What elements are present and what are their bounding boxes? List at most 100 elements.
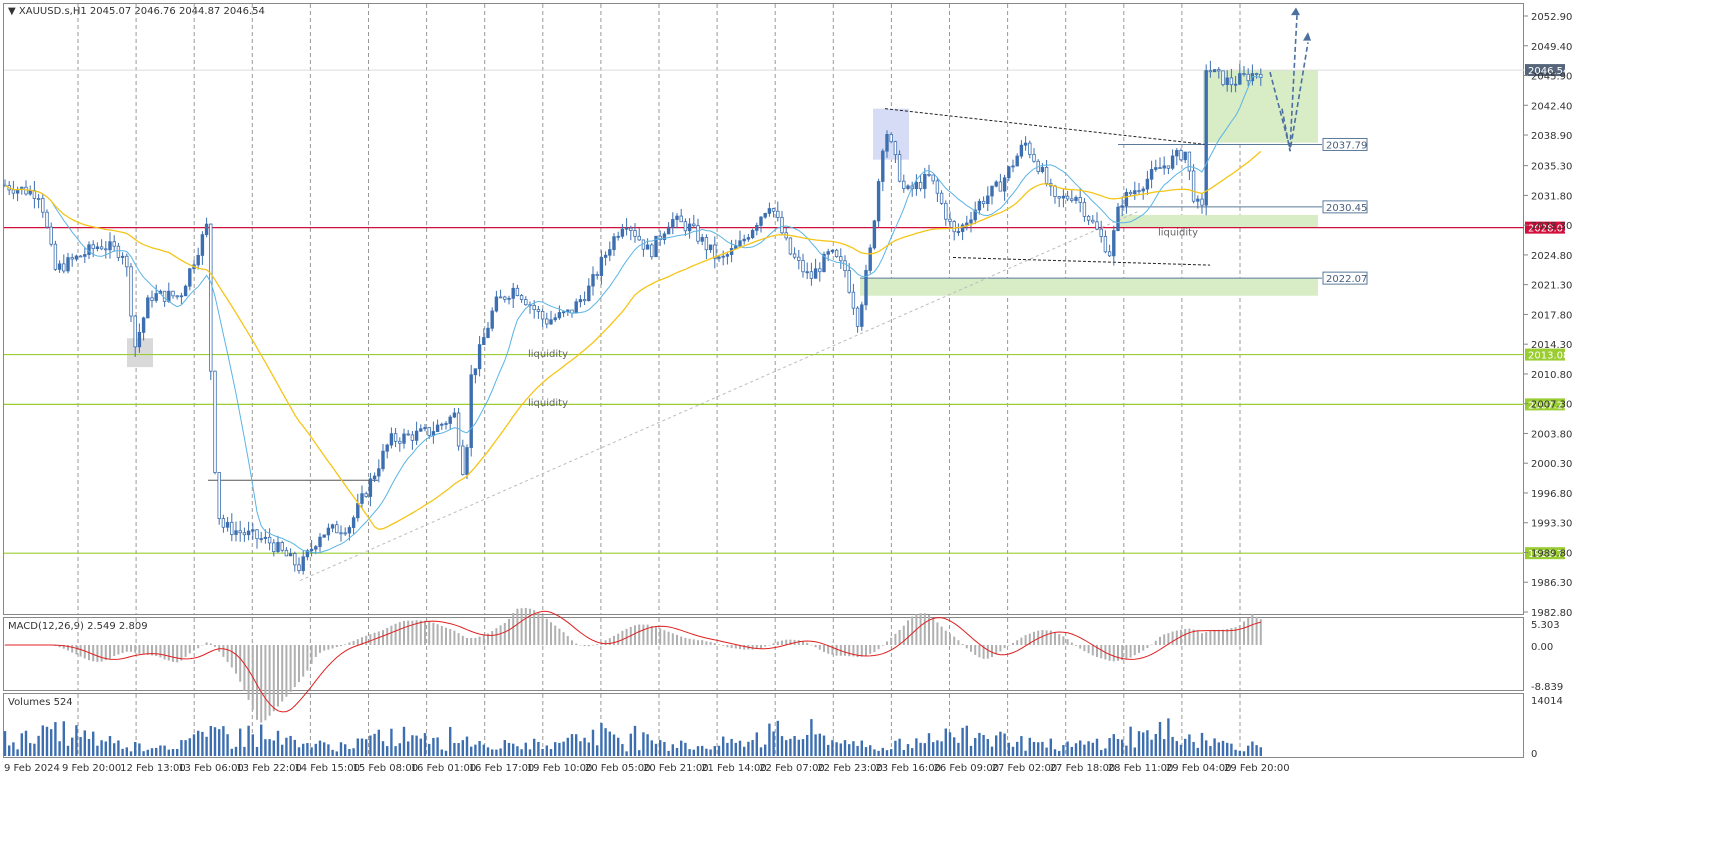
- macd-bar: [314, 645, 317, 657]
- macd-bar: [827, 645, 830, 654]
- collapse-triangle-icon[interactable]: ▼: [8, 6, 16, 17]
- volume-bar: [806, 734, 809, 756]
- macd-bar: [1108, 645, 1111, 661]
- volume-bar: [482, 744, 485, 756]
- candle-body: [1170, 155, 1175, 169]
- candle-body: [297, 564, 301, 571]
- candle-body: [87, 244, 91, 255]
- volume-bar: [444, 750, 448, 756]
- volume-bar: [1003, 733, 1006, 756]
- candle-body: [398, 440, 402, 444]
- volume-bar: [978, 732, 981, 756]
- candle-body: [990, 185, 994, 197]
- macd-bar: [608, 638, 611, 645]
- candle-body: [347, 527, 352, 534]
- candle-body: [410, 434, 415, 441]
- macd-bar: [466, 637, 468, 645]
- macd-bar: [965, 645, 968, 649]
- time-label: 16 Feb 17:00: [469, 763, 535, 774]
- macd-bar: [860, 645, 863, 657]
- volume-bar: [827, 744, 830, 756]
- volume-bar: [1049, 738, 1052, 756]
- candle-body: [599, 257, 604, 277]
- candle-body: [616, 235, 620, 238]
- macd-bar: [306, 645, 309, 671]
- candle-body: [175, 295, 179, 298]
- time-label: 15 Feb 08:00: [353, 763, 419, 774]
- macd-bar: [957, 640, 960, 645]
- volume-bar: [751, 739, 754, 756]
- volume-bar: [129, 751, 133, 756]
- candle-body: [897, 154, 902, 182]
- level-tag: [1525, 348, 1565, 361]
- volume-tick: 14014: [1531, 696, 1563, 707]
- price-tick-label: 2003.80: [1531, 429, 1572, 440]
- candle-body: [154, 293, 158, 301]
- volume-bar: [1217, 742, 1220, 756]
- candle-body: [179, 295, 184, 298]
- macd-bar: [163, 645, 166, 660]
- macd-bar: [986, 645, 989, 659]
- candle-body: [738, 240, 742, 247]
- macd-bar: [566, 636, 569, 645]
- volume-bar: [671, 744, 674, 756]
- volume-bar: [932, 742, 935, 756]
- volume-bar: [12, 742, 15, 756]
- macd-bar: [1222, 629, 1224, 645]
- macd-bar: [1033, 631, 1035, 645]
- volume-bar: [911, 748, 914, 756]
- candle-body: [1179, 150, 1183, 161]
- volume-bar: [881, 747, 884, 756]
- macd-bar: [995, 645, 998, 655]
- level-tag-label: 1989.72: [1528, 549, 1569, 560]
- candle-body: [574, 301, 578, 314]
- candle-body: [671, 219, 675, 228]
- candle-body: [666, 226, 671, 235]
- candle-body: [1007, 166, 1011, 179]
- macd-bar: [1117, 645, 1119, 661]
- macd-bar: [1024, 635, 1027, 645]
- volume-bar: [633, 725, 637, 756]
- candle-body: [200, 234, 205, 256]
- candle-body: [948, 218, 952, 222]
- macd-bar: [457, 633, 460, 645]
- macd-bar: [739, 645, 741, 650]
- candle-body: [1082, 201, 1087, 217]
- candle-body: [658, 235, 662, 240]
- forecast-arrow-1: [1269, 15, 1298, 149]
- macd-bar: [1083, 645, 1086, 652]
- trendline: [299, 210, 1141, 581]
- candle-body: [1065, 195, 1070, 200]
- macd-bar: [1041, 630, 1044, 645]
- volume-bar: [726, 742, 729, 756]
- price-tick-label: 2031.80: [1531, 191, 1572, 202]
- candle-body: [1238, 73, 1242, 85]
- volume-bar: [293, 739, 296, 756]
- volume-bar: [276, 730, 280, 756]
- macd-bar: [1247, 618, 1250, 645]
- volume-bar: [297, 747, 301, 756]
- macd-bar: [684, 637, 687, 645]
- volume-bar: [1163, 739, 1166, 756]
- volume-bar: [356, 738, 359, 756]
- macd-bar: [1154, 640, 1157, 645]
- volume-bar: [268, 739, 271, 756]
- macd-bar: [356, 639, 359, 645]
- candle-body: [377, 468, 381, 477]
- volume-bar: [45, 726, 49, 756]
- macd-bar: [1054, 631, 1056, 645]
- macd-bar: [575, 643, 578, 645]
- time-label: 27 Feb 18:00: [1050, 763, 1116, 774]
- time-label: 20 Feb 05:00: [585, 763, 651, 774]
- volume-bar: [491, 749, 494, 756]
- candle-body: [776, 210, 780, 218]
- candle-body: [906, 185, 910, 189]
- volume-bar: [1242, 751, 1246, 756]
- ma-slow-line: [4, 150, 1262, 530]
- candle-body: [1032, 154, 1036, 162]
- candle-body: [696, 225, 700, 242]
- candle-body: [633, 230, 637, 237]
- volume-bar: [898, 738, 901, 756]
- volume-bar: [226, 734, 229, 756]
